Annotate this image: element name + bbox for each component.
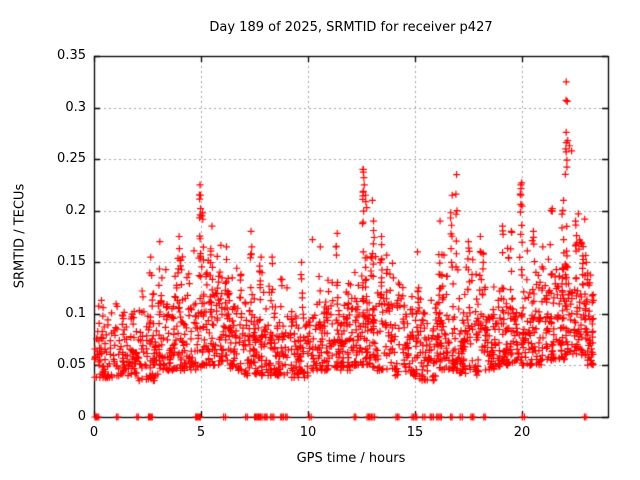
y-tick-label: 0.2 xyxy=(65,203,86,218)
y-tick-label: 0.3 xyxy=(65,100,86,115)
x-tick-label: 15 xyxy=(406,425,424,440)
y-tick-label: 0.1 xyxy=(65,306,86,321)
x-axis-title: GPS time / hours xyxy=(296,451,406,466)
x-tick-label: 20 xyxy=(513,425,531,440)
y-tick-label: 0.25 xyxy=(57,151,86,166)
y-tick-label: 0.05 xyxy=(57,357,86,372)
chart-title: Day 189 of 2025, SRMTID for receiver p42… xyxy=(209,20,493,35)
x-tick-label: 0 xyxy=(89,425,99,440)
x-tick-label: 10 xyxy=(299,425,317,440)
y-tick-label: 0.35 xyxy=(57,48,86,63)
y-tick-label: 0.15 xyxy=(57,254,86,269)
y-axis-title: SRMTID / TECUs xyxy=(12,183,28,289)
y-tick-label: 0 xyxy=(77,409,86,424)
x-tick-label: 5 xyxy=(196,425,206,440)
